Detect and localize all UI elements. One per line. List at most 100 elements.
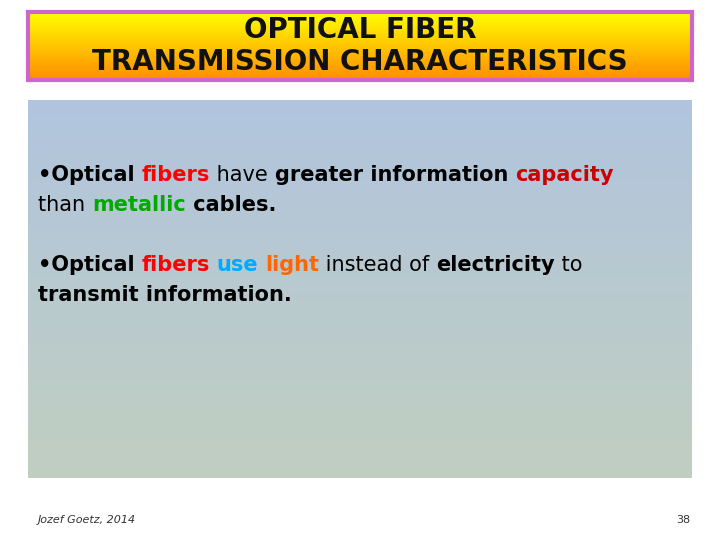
Bar — [28, 281, 692, 284]
Bar — [28, 125, 692, 128]
Bar — [28, 292, 692, 294]
Text: to: to — [554, 255, 582, 275]
Bar — [28, 156, 692, 158]
Bar — [28, 261, 692, 264]
Bar — [28, 204, 692, 206]
Bar — [28, 402, 692, 405]
Bar — [28, 130, 692, 133]
Bar — [28, 345, 692, 347]
Bar — [28, 289, 692, 292]
Bar — [28, 453, 692, 455]
Bar — [28, 329, 692, 332]
Text: OPTICAL FIBER: OPTICAL FIBER — [244, 16, 476, 44]
Bar — [28, 476, 692, 478]
Bar — [28, 413, 692, 415]
Text: have: have — [210, 165, 274, 185]
Text: use: use — [217, 255, 258, 275]
Bar — [28, 234, 692, 236]
Bar — [28, 395, 692, 397]
Bar — [28, 423, 692, 425]
Text: Jozef Goetz, 2014: Jozef Goetz, 2014 — [38, 515, 136, 525]
Bar — [28, 428, 692, 430]
Bar — [28, 317, 692, 319]
Bar — [28, 417, 692, 420]
Bar — [28, 181, 692, 183]
Bar — [28, 178, 692, 181]
Bar — [28, 103, 692, 105]
Bar — [28, 221, 692, 224]
Bar — [28, 380, 692, 382]
Bar — [28, 219, 692, 221]
Bar — [28, 279, 692, 281]
Bar — [28, 415, 692, 417]
Bar — [28, 377, 692, 380]
Bar — [28, 120, 692, 123]
Bar — [28, 213, 692, 216]
Bar — [28, 302, 692, 304]
Bar — [28, 284, 692, 287]
Bar — [28, 256, 692, 259]
Bar — [28, 435, 692, 438]
Bar — [28, 362, 692, 365]
Bar — [28, 334, 692, 337]
Bar — [28, 115, 692, 118]
Bar — [28, 425, 692, 428]
Bar — [28, 269, 692, 272]
Text: electricity: electricity — [436, 255, 554, 275]
Bar — [28, 420, 692, 423]
Bar — [28, 12, 692, 80]
Bar — [28, 176, 692, 178]
Bar — [28, 446, 692, 448]
Bar — [28, 304, 692, 307]
Text: transmit information.: transmit information. — [38, 285, 292, 305]
Bar — [28, 107, 692, 110]
Bar — [28, 158, 692, 160]
Bar — [28, 450, 692, 453]
Bar — [28, 173, 692, 176]
Bar — [28, 191, 692, 193]
Bar — [28, 355, 692, 357]
Bar — [28, 430, 692, 433]
Bar — [28, 352, 692, 355]
Bar — [28, 461, 692, 463]
Text: light: light — [265, 255, 319, 275]
Bar — [28, 246, 692, 249]
Bar — [28, 276, 692, 279]
Bar — [28, 465, 692, 468]
Bar — [28, 113, 692, 115]
Bar — [28, 216, 692, 219]
Bar — [28, 274, 692, 276]
Bar — [28, 364, 692, 367]
Bar — [28, 236, 692, 239]
Text: TRANSMISSION CHARACTERISTICS: TRANSMISSION CHARACTERISTICS — [92, 48, 628, 76]
Bar — [28, 239, 692, 241]
Bar — [28, 307, 692, 309]
Bar — [28, 168, 692, 171]
Bar — [28, 148, 692, 151]
Bar — [28, 163, 692, 166]
Bar — [28, 166, 692, 168]
Text: greater information: greater information — [274, 165, 508, 185]
Bar — [28, 367, 692, 370]
Bar — [28, 375, 692, 377]
Text: cables.: cables. — [186, 195, 276, 215]
Bar — [28, 264, 692, 266]
Bar — [28, 342, 692, 345]
Bar — [28, 228, 692, 231]
Bar — [28, 299, 692, 302]
Bar — [28, 309, 692, 312]
Bar — [28, 211, 692, 213]
Bar — [28, 448, 692, 450]
Bar — [28, 206, 692, 208]
Bar — [28, 347, 692, 349]
Text: fibers: fibers — [142, 165, 210, 185]
Bar — [28, 410, 692, 413]
Text: metallic: metallic — [91, 195, 186, 215]
Bar — [28, 198, 692, 201]
Text: 38: 38 — [676, 515, 690, 525]
Bar — [28, 133, 692, 136]
Bar — [28, 294, 692, 296]
Bar — [28, 390, 692, 393]
Bar — [28, 226, 692, 228]
Bar — [28, 357, 692, 360]
